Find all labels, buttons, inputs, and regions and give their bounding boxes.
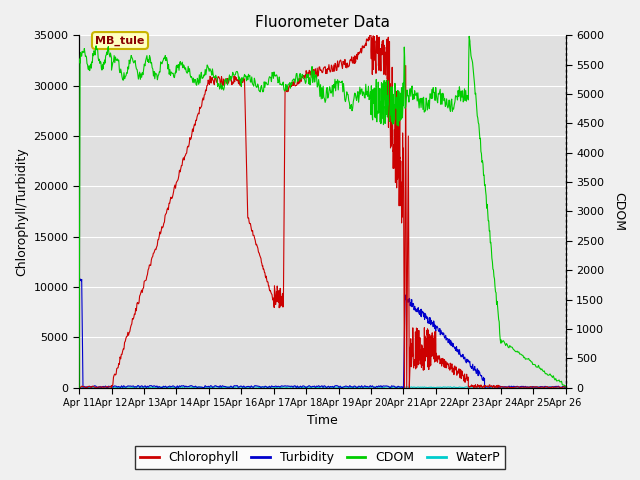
Y-axis label: CDOM: CDOM bbox=[612, 192, 625, 231]
X-axis label: Time: Time bbox=[307, 414, 338, 427]
Legend: Chlorophyll, Turbidity, CDOM, WaterP: Chlorophyll, Turbidity, CDOM, WaterP bbox=[135, 446, 505, 469]
Y-axis label: Chlorophyll/Turbidity: Chlorophyll/Turbidity bbox=[15, 147, 28, 276]
Text: MB_tule: MB_tule bbox=[95, 36, 145, 46]
Title: Fluorometer Data: Fluorometer Data bbox=[255, 15, 390, 30]
